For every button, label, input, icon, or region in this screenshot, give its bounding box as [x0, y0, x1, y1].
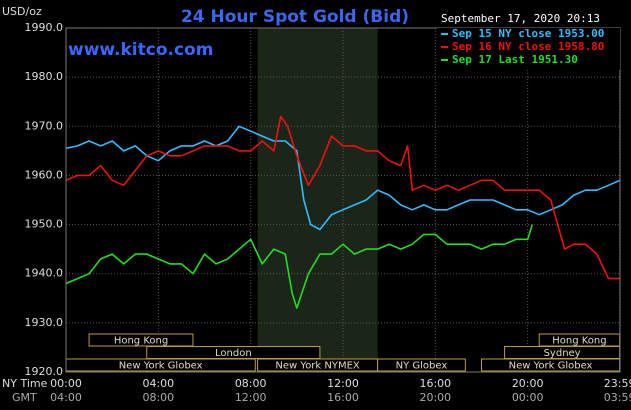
gmt-tick-label: 12:00 — [235, 391, 267, 404]
session-label: New York Globex — [509, 361, 593, 372]
legend-label: Sep 15 NY close 1953.00 — [452, 27, 604, 40]
gmt-tick-label: 16:00 — [327, 391, 359, 404]
x-tick-label: 12:00 — [327, 377, 359, 390]
session-label: New York NYMEX — [275, 361, 360, 372]
y-tick-label: 1970.0 — [25, 119, 64, 132]
series-line — [65, 224, 534, 309]
x-tick-label: 00:00 — [50, 377, 82, 390]
x-tick-label: 16:00 — [419, 377, 451, 390]
legend-label: Sep 16 NY close 1958.80 — [452, 40, 604, 53]
session-box — [88, 333, 194, 347]
legend-box — [437, 28, 620, 70]
session-label: New York Globex — [119, 361, 203, 372]
session-label: Hong Kong — [552, 336, 606, 347]
session-label: NY Globex — [396, 361, 448, 372]
chart-title: 24 Hour Spot Gold (Bid) — [181, 7, 409, 27]
y-tick-label: 1920.0 — [25, 365, 64, 378]
plot-frame — [65, 27, 621, 373]
chart-subtitle: www.kitco.com — [68, 40, 213, 60]
shaded-region — [257, 28, 378, 372]
y-tick-label: 1940.0 — [25, 267, 64, 280]
gmt-tick-label: 00:00 — [512, 391, 544, 404]
gmt-tick-label: 08:00 — [142, 391, 174, 404]
session-box — [377, 358, 466, 372]
x2-axis-label: GMT — [12, 391, 37, 404]
y-tick-label: 1960.0 — [25, 168, 64, 181]
x-tick-label: 23:59 — [604, 377, 631, 390]
x-tick-label: 04:00 — [142, 377, 174, 390]
y-tick-label: 1930.0 — [25, 316, 64, 329]
y-tick-label: 1990.0 — [25, 21, 64, 34]
gmt-tick-label: 04:00 — [50, 391, 82, 404]
legend-label: Sep 17 Last 1951.30 — [452, 53, 578, 66]
y-axis-label: USD/oz — [2, 5, 42, 18]
x-axis-label: NY Time — [2, 377, 48, 390]
gmt-tick-label: 03:59 — [604, 391, 631, 404]
y-tick-label: 1950.0 — [25, 218, 64, 231]
series-line — [65, 125, 621, 231]
x-tick-label: 08:00 — [235, 377, 267, 390]
series-line — [65, 115, 620, 280]
session-label: London — [215, 348, 252, 359]
y-tick-label: 1980.0 — [25, 70, 64, 83]
x-tick-label: 20:00 — [512, 377, 544, 390]
session-label: Sydney — [544, 348, 581, 359]
date-label: September 17, 2020 20:13 — [441, 12, 600, 25]
session-label: Hong Kong — [114, 336, 168, 347]
gmt-tick-label: 20:00 — [419, 391, 451, 404]
